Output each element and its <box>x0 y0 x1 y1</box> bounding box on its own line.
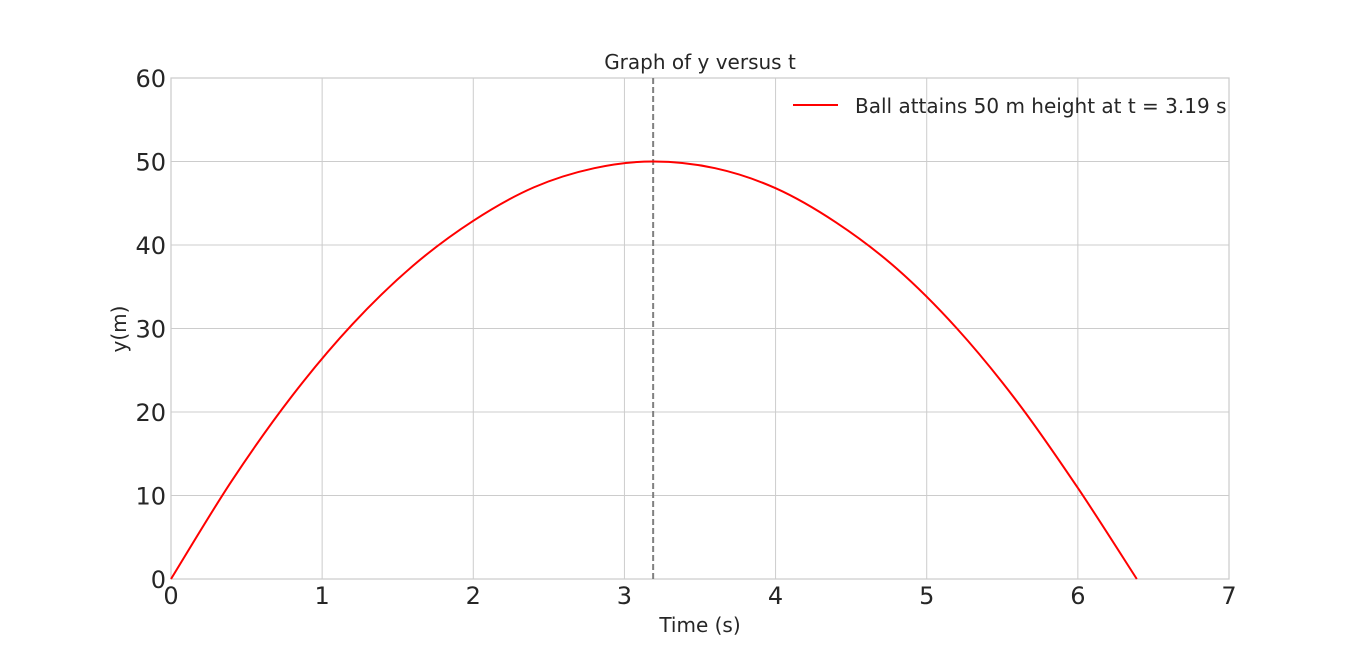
y-tick-label: 20 <box>135 399 166 427</box>
y-axis-ticks: 0 10 20 30 40 50 60 <box>135 65 166 594</box>
chart-title: Graph of y versus t <box>604 50 796 74</box>
x-tick-label: 3 <box>617 582 632 610</box>
x-axis-ticks: 0 1 2 3 4 5 6 7 <box>163 582 1236 610</box>
x-tick-label: 2 <box>466 582 481 610</box>
y-tick-label: 60 <box>135 65 166 93</box>
series-line <box>170 160 1138 580</box>
y-tick-label: 40 <box>135 232 166 260</box>
series-group <box>170 160 1138 580</box>
x-axis-label: Time (s) <box>658 613 740 637</box>
y-tick-label: 50 <box>135 149 166 177</box>
y-axis-label: y(m) <box>107 306 131 353</box>
x-tick-label: 6 <box>1070 582 1085 610</box>
x-tick-label: 0 <box>163 582 178 610</box>
x-tick-label: 1 <box>315 582 330 610</box>
x-tick-label: 5 <box>919 582 934 610</box>
y-tick-label: 0 <box>151 566 166 594</box>
x-tick-label: 7 <box>1221 582 1236 610</box>
legend-label: Ball attains 50 m height at t = 3.19 s <box>855 94 1226 118</box>
x-tick-label: 4 <box>768 582 783 610</box>
legend: Ball attains 50 m height at t = 3.19 s <box>793 94 1226 118</box>
y-tick-label: 30 <box>135 316 166 344</box>
y-tick-label: 10 <box>135 483 166 511</box>
plot-frame <box>170 77 1230 580</box>
